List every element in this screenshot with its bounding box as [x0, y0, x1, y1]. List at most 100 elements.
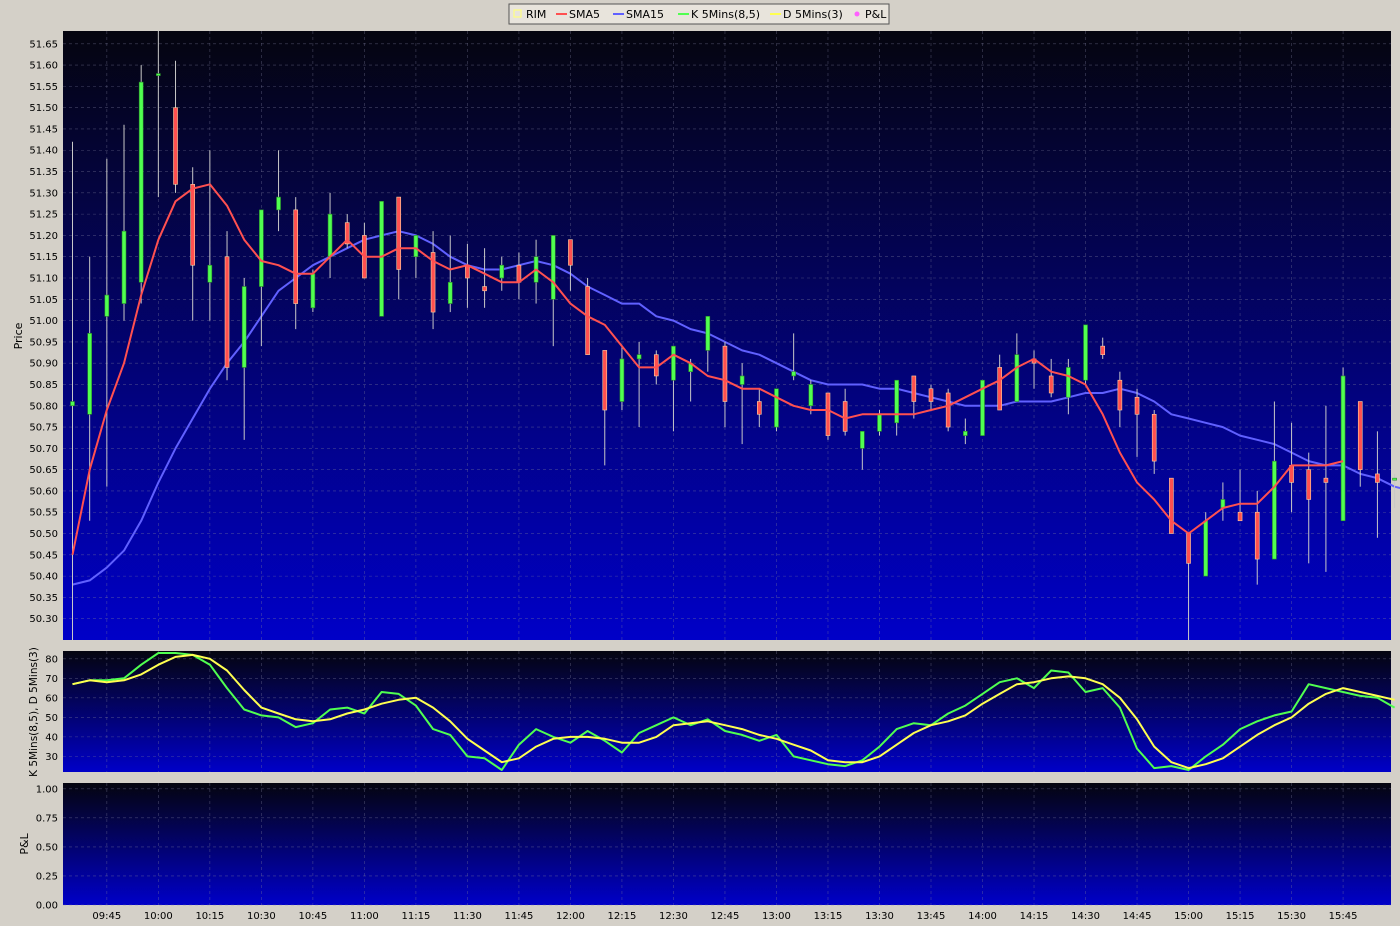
candlestick-series [70, 31, 1397, 640]
candle [997, 354, 1002, 411]
candle-body-down [825, 392, 831, 436]
legend-item: SMA5 [556, 8, 600, 21]
legend: RIM SMA5 SMA15 K 5Mins(8,5) D 5Mins(3) P&L [508, 3, 890, 25]
stochastic-panel-background [63, 651, 1391, 772]
legend-item: P&L [854, 8, 887, 21]
pnl-panel-background [63, 783, 1391, 905]
candle-body-down [1151, 413, 1157, 462]
candle-body-down [1117, 379, 1123, 411]
candle-body-down [722, 345, 728, 402]
candle-body-down [997, 367, 1002, 411]
candle-body-down [482, 286, 487, 292]
candle [619, 346, 625, 411]
y-tick-label: 50.80 [29, 401, 58, 412]
legend-marker [854, 11, 860, 17]
candle [138, 65, 144, 304]
candle-body-down [224, 256, 230, 368]
x-tick-label: 14:30 [1071, 911, 1100, 922]
price-panel: 50.30 50.35 50.40 50.45 50.50 50.55 50.60 50.65… [12, 31, 1400, 640]
candle [121, 124, 127, 321]
candle [860, 431, 865, 470]
y-tick-label: 50.55 [29, 508, 58, 519]
candle [241, 278, 247, 440]
x-tick-label: 11:30 [453, 911, 482, 922]
x-tick-label: 14:00 [968, 911, 997, 922]
candle [791, 333, 796, 381]
x-tick-label: 10:45 [298, 911, 327, 922]
x-tick-label: 12:30 [659, 911, 688, 922]
candle-body-down [516, 264, 522, 283]
candle [825, 392, 831, 440]
candle-body-up [980, 379, 985, 436]
x-tick-label: 14:45 [1123, 911, 1152, 922]
x-tick-label: 15:00 [1174, 911, 1203, 922]
pnl-panel: 0.00 0.25 0.50 0.75 1.00 P&L [18, 783, 1391, 912]
candle-body-down [293, 209, 299, 304]
x-tick-label: 09:45 [92, 911, 121, 922]
x-tick-label: 11:45 [505, 911, 534, 922]
y-tick-label: 51.10 [29, 274, 58, 285]
candle [774, 388, 779, 432]
legend-label: SMA5 [569, 8, 600, 21]
candle [413, 235, 419, 279]
candle [1083, 324, 1088, 385]
y-tick-label: 51.35 [29, 167, 58, 178]
y-tick-label: 0.75 [36, 813, 58, 824]
y-tick-label: 51.50 [29, 103, 58, 114]
candle-body-up [791, 371, 796, 377]
sma5-series [71, 183, 1344, 555]
candle-body-down [344, 222, 350, 245]
price-panel-background [63, 31, 1391, 640]
candle-body-down [173, 107, 178, 185]
candle-body-up [550, 235, 556, 300]
candle-body-down [1169, 477, 1174, 534]
candle [1323, 405, 1329, 572]
candle [447, 235, 453, 313]
candle [928, 384, 934, 411]
candle-body-up [104, 294, 110, 317]
candle-body-up [671, 345, 676, 381]
candle [1306, 452, 1312, 564]
candle [276, 150, 281, 232]
candle [945, 388, 951, 432]
k-line [72, 652, 1396, 771]
candle-body-up [447, 281, 453, 304]
candle-body-down [585, 286, 590, 355]
candle-body-down [1323, 477, 1329, 483]
legend-label: K 5Mins(8,5) [691, 8, 760, 21]
y-tick-label: 50 [45, 713, 58, 724]
x-tick-label: 10:30 [247, 911, 276, 922]
y-tick-label: 51.45 [29, 124, 58, 135]
candle [70, 141, 75, 640]
k-series [72, 652, 1396, 771]
candle-body-up [1066, 367, 1071, 398]
x-tick-label: 12:15 [608, 911, 637, 922]
y-tick-label: 51.55 [29, 82, 58, 93]
y-tick-label: 51.30 [29, 188, 58, 199]
legend-item: D 5Mins(3) [770, 8, 843, 21]
y-tick-label: 50.60 [29, 486, 58, 497]
pnl-y-axis: 0.00 0.25 0.50 0.75 1.00 [36, 784, 58, 911]
candle-body-up [327, 213, 333, 258]
candle [550, 235, 556, 347]
y-tick-label: 60 [45, 693, 58, 704]
candle [1066, 358, 1071, 415]
legend-label: SMA15 [626, 8, 664, 21]
candle-body-up [877, 413, 882, 432]
candle [568, 239, 573, 291]
candle-body-up [379, 201, 384, 317]
candle [1392, 473, 1397, 508]
x-tick-label: 11:15 [401, 911, 430, 922]
candle [87, 256, 92, 521]
candle-body-up [705, 316, 711, 351]
candle-body-up [1203, 520, 1209, 577]
stochastic-axis-title: K 5Mins(8,5), D 5Mins(3) [28, 647, 40, 777]
y-tick-label: 50.90 [29, 359, 58, 370]
candle-body-up [860, 431, 865, 449]
candle-body-up [499, 264, 505, 279]
candle [156, 31, 161, 198]
pnl-axis-title: P&L [18, 832, 31, 854]
stochastic-y-axis: 30 40 50 60 70 80 [45, 654, 58, 763]
x-tick-label: 13:00 [762, 911, 791, 922]
